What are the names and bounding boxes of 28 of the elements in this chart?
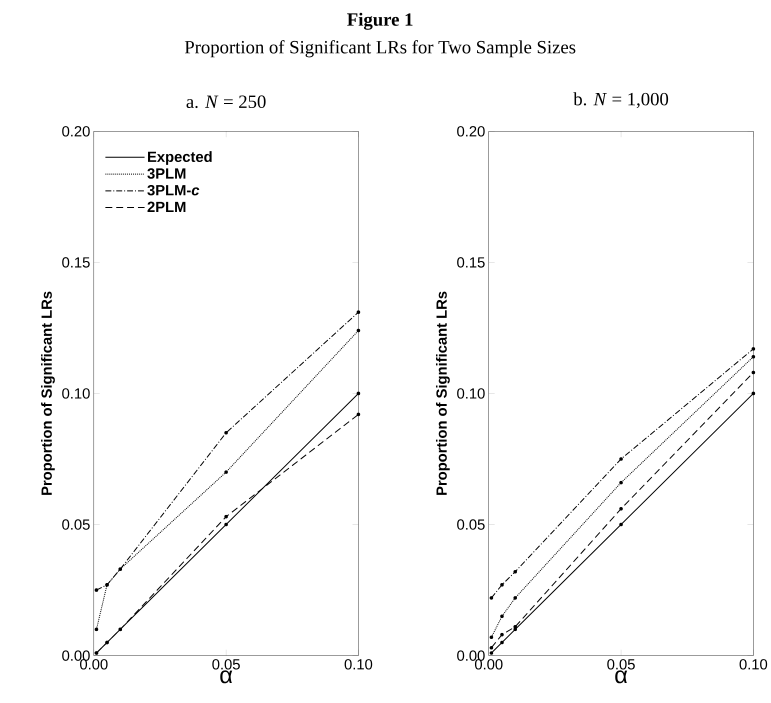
legend-label: 2PLM bbox=[148, 202, 186, 212]
y-tick-label: 0.20 bbox=[62, 126, 90, 137]
y-tick-label: 0.00 bbox=[457, 650, 485, 661]
x-tick-label: 0.00 bbox=[80, 659, 108, 670]
x-tick-label: 0.10 bbox=[740, 659, 768, 670]
y-tick-label: 0.05 bbox=[62, 519, 90, 530]
y-tick-label: 0.05 bbox=[457, 519, 485, 530]
x-tick-label: 0.05 bbox=[212, 659, 240, 670]
x-tick-label: 0.00 bbox=[474, 659, 503, 670]
y-tick-label: 0.15 bbox=[62, 257, 90, 268]
text: Figure 1 bbox=[347, 12, 412, 30]
x-tick-label: 0.10 bbox=[344, 659, 372, 670]
y-tick-label: 0.15 bbox=[457, 257, 485, 268]
chart-title: a. N = 250 bbox=[186, 95, 266, 108]
x-axis-title: α bbox=[220, 670, 232, 684]
text: Proportion of Significant LRs for Two Sample Sizes bbox=[184, 40, 576, 58]
y-tick-label: 0.10 bbox=[457, 388, 485, 399]
y-tick-label: 0.20 bbox=[457, 126, 485, 137]
x-tick-label: 0.05 bbox=[607, 659, 635, 670]
legend-label: Expected bbox=[148, 151, 212, 165]
legend-label: 3PLM bbox=[147, 168, 186, 179]
legend-label: 3PLM-c bbox=[147, 184, 200, 196]
x-axis-title: α bbox=[615, 670, 628, 684]
y-axis-title: Proportion of Significant LRs bbox=[41, 292, 55, 495]
y-axis-title: Proportion of Significant LRs bbox=[436, 292, 450, 495]
y-tick-label: 0.10 bbox=[62, 388, 90, 399]
y-tick-label: 0.00 bbox=[62, 650, 90, 661]
chart-title: b. N = 1,000 bbox=[573, 92, 668, 108]
